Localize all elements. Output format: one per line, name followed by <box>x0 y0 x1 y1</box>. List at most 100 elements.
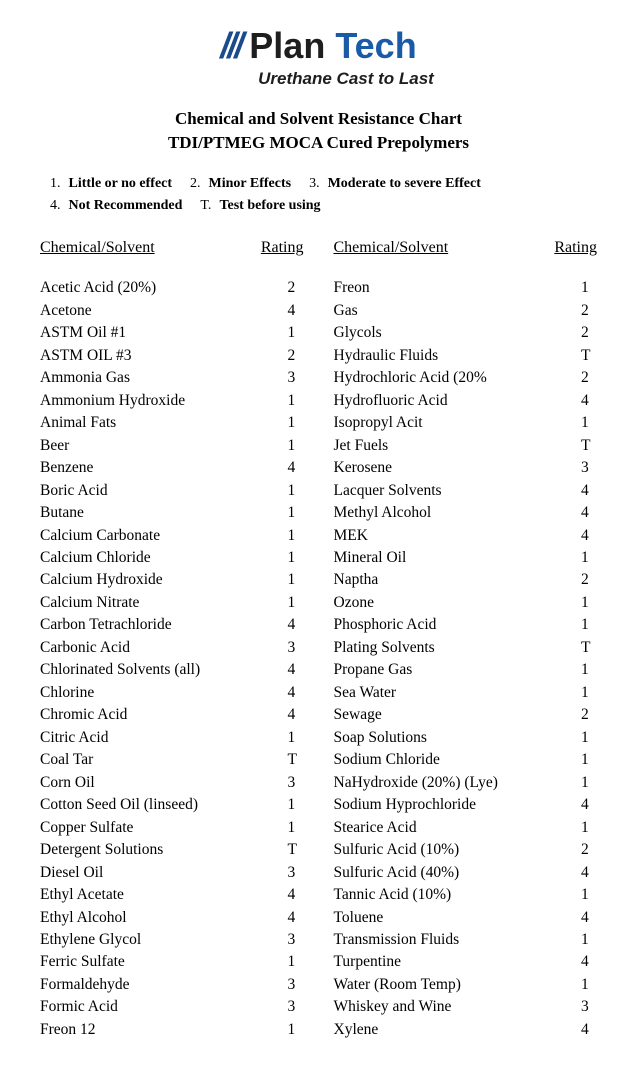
logo-main: /// Plan Tech <box>220 25 416 67</box>
table-row: Ammonium Hydroxide1 <box>40 390 304 412</box>
rating-value: 1 <box>581 412 597 434</box>
rating-value: 2 <box>581 300 597 322</box>
chemical-name: Butane <box>40 502 288 524</box>
chemical-name: Sodium Hyprochloride <box>334 794 582 816</box>
table-row: Formic Acid3 <box>40 996 304 1018</box>
header-rating: Rating <box>554 239 597 257</box>
right-column-header: Chemical/Solvent Rating <box>334 239 598 257</box>
rating-value: 4 <box>581 862 597 884</box>
table-row: Boric Acid1 <box>40 480 304 502</box>
chemical-name: Freon 12 <box>40 1019 288 1041</box>
table-row: Butane1 <box>40 502 304 524</box>
chemical-name: Kerosene <box>334 457 582 479</box>
chemical-name: Animal Fats <box>40 412 288 434</box>
rating-value: 1 <box>288 390 304 412</box>
table-row: Phosphoric Acid1 <box>334 614 598 636</box>
logo-block: /// Plan Tech Urethane Cast to Last <box>40 25 597 89</box>
logo-tech: Tech <box>335 25 416 66</box>
rating-value: T <box>288 749 304 771</box>
rating-value: 3 <box>288 974 304 996</box>
table-row: Ethylene Glycol3 <box>40 929 304 951</box>
rating-value: T <box>288 839 304 861</box>
table-row: Stearice Acid1 <box>334 817 598 839</box>
table-row: Cotton Seed Oil (linseed)1 <box>40 794 304 816</box>
rating-value: T <box>581 435 597 457</box>
chemical-name: ASTM Oil #1 <box>40 322 288 344</box>
table-row: Gas2 <box>334 300 598 322</box>
chemical-name: Carbonic Acid <box>40 637 288 659</box>
table-row: Xylene4 <box>334 1019 598 1041</box>
table-row: Mineral Oil1 <box>334 547 598 569</box>
chemical-name: Corn Oil <box>40 772 288 794</box>
chemical-name: Mineral Oil <box>334 547 582 569</box>
chemical-name: Benzene <box>40 457 288 479</box>
rating-value: 4 <box>288 682 304 704</box>
rating-value: 2 <box>288 277 304 299</box>
chemical-name: Phosphoric Acid <box>334 614 582 636</box>
rating-value: 4 <box>288 300 304 322</box>
right-rows: Freon1Gas2Glycols2Hydraulic FluidsTHydro… <box>334 277 598 1041</box>
chemical-name: Sea Water <box>334 682 582 704</box>
rating-value: 1 <box>288 525 304 547</box>
chemical-name: Carbon Tetrachloride <box>40 614 288 636</box>
chemical-name: Citric Acid <box>40 727 288 749</box>
chemical-name: ASTM OIL #3 <box>40 345 288 367</box>
chemical-name: Tannic Acid (10%) <box>334 884 582 906</box>
chemical-name: Diesel Oil <box>40 862 288 884</box>
table-row: Ozone1 <box>334 592 598 614</box>
table-row: Acetone4 <box>40 300 304 322</box>
table-row: Naptha2 <box>334 569 598 591</box>
table-row: NaHydroxide (20%) (Lye)1 <box>334 772 598 794</box>
rating-value: 1 <box>288 569 304 591</box>
chemical-name: Glycols <box>334 322 582 344</box>
chemical-name: Calcium Carbonate <box>40 525 288 547</box>
header-chemical: Chemical/Solvent <box>40 239 155 257</box>
chemical-name: Calcium Chloride <box>40 547 288 569</box>
table-row: Glycols2 <box>334 322 598 344</box>
chemical-name: Lacquer Solvents <box>334 480 582 502</box>
table-row: Toluene4 <box>334 907 598 929</box>
rating-value: 4 <box>581 390 597 412</box>
legend-item-2: 2.Minor Effects <box>190 173 291 195</box>
rating-value: 3 <box>288 862 304 884</box>
title-line-1: Chemical and Solvent Resistance Chart <box>40 107 597 131</box>
rating-value: 1 <box>288 502 304 524</box>
chemical-name: Isopropyl Acit <box>334 412 582 434</box>
rating-value: 1 <box>288 412 304 434</box>
table-row: Chlorinated Solvents (all)4 <box>40 659 304 681</box>
table-row: Turpentine4 <box>334 951 598 973</box>
table-row: Whiskey and Wine3 <box>334 996 598 1018</box>
legend-item-4: 4.Not Recommended <box>50 195 182 217</box>
rating-value: 4 <box>581 502 597 524</box>
rating-value: 4 <box>581 525 597 547</box>
chemical-name: Sulfuric Acid (10%) <box>334 839 582 861</box>
logo-slashes-icon: /// <box>220 25 241 67</box>
table-row: Hydrochloric Acid (20%2 <box>334 367 598 389</box>
table-row: Freon1 <box>334 277 598 299</box>
table-row: Kerosene3 <box>334 457 598 479</box>
rating-value: 3 <box>288 929 304 951</box>
rating-value: 4 <box>581 794 597 816</box>
chemical-name: MEK <box>334 525 582 547</box>
rating-value: 2 <box>581 704 597 726</box>
chemical-name: Detergent Solutions <box>40 839 288 861</box>
table-row: Coal TarT <box>40 749 304 771</box>
rating-value: 1 <box>288 322 304 344</box>
chemical-name: Propane Gas <box>334 659 582 681</box>
rating-value: 1 <box>288 794 304 816</box>
table-row: Freon 121 <box>40 1019 304 1041</box>
rating-value: 4 <box>288 884 304 906</box>
rating-value: 1 <box>581 749 597 771</box>
table-row: Sodium Chloride1 <box>334 749 598 771</box>
rating-value: 3 <box>288 996 304 1018</box>
logo-tagline: Urethane Cast to Last <box>95 69 597 89</box>
table-row: Sea Water1 <box>334 682 598 704</box>
rating-value: 1 <box>288 817 304 839</box>
rating-value: 1 <box>288 592 304 614</box>
table-row: Jet FuelsT <box>334 435 598 457</box>
rating-value: 4 <box>581 1019 597 1041</box>
table-row: Hydrofluoric Acid4 <box>334 390 598 412</box>
chemical-name: Ethylene Glycol <box>40 929 288 951</box>
rating-value: 1 <box>581 547 597 569</box>
chemical-name: Xylene <box>334 1019 582 1041</box>
